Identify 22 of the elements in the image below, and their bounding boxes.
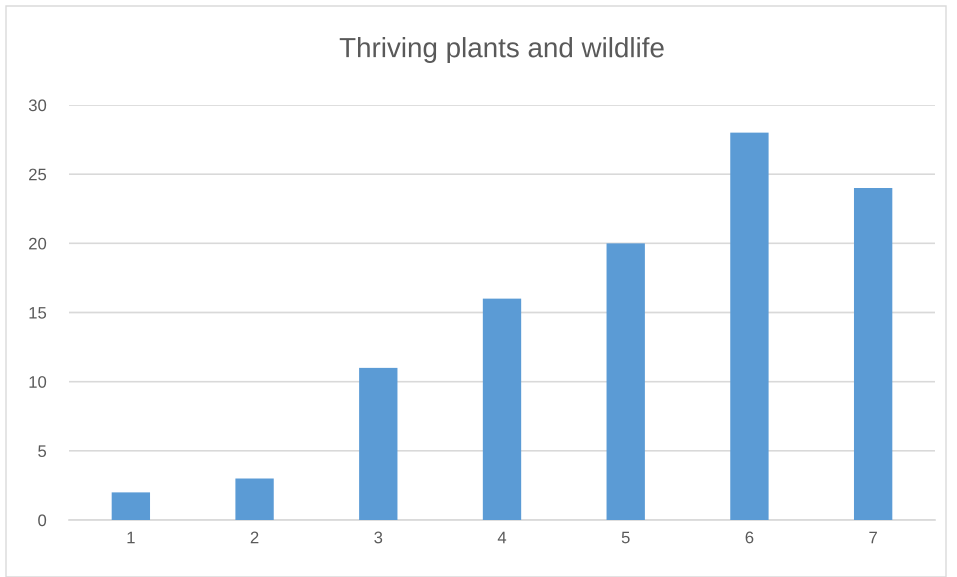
bar — [854, 188, 892, 520]
chart-title: Thriving plants and wildlife — [340, 37, 664, 63]
y-tick-label: 25 — [29, 168, 46, 180]
x-tick-label: 6 — [746, 532, 754, 544]
x-tick-label: 1 — [127, 532, 135, 544]
x-tick-label: 7 — [869, 532, 877, 544]
y-tick-label: 20 — [29, 238, 46, 250]
x-tick-label: 3 — [374, 532, 382, 544]
y-tick-label: 0 — [38, 514, 46, 526]
bar — [112, 492, 150, 520]
y-tick-label: 30 — [28, 99, 46, 112]
x-tick-label: 2 — [250, 532, 258, 544]
bar — [482, 298, 522, 520]
x-tick-label: 5 — [622, 532, 630, 544]
bar — [235, 478, 274, 520]
bar — [606, 243, 645, 520]
bar — [730, 132, 769, 520]
y-tick-label: 15 — [30, 307, 46, 319]
bar — [359, 368, 398, 520]
x-tick-label: 4 — [498, 532, 506, 544]
y-tick-label: 10 — [30, 376, 46, 388]
y-tick-label: 5 — [38, 445, 46, 458]
